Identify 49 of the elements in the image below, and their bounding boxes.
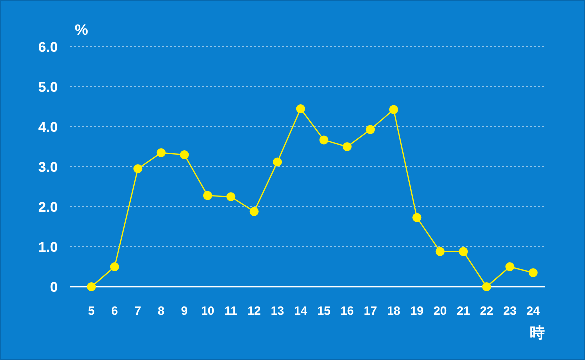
point xyxy=(203,191,212,200)
point xyxy=(273,158,282,167)
y-tick-label: 4.0 xyxy=(38,119,58,135)
x-tick-label: 9 xyxy=(181,304,188,318)
point xyxy=(110,262,120,272)
x-tick-label: 16 xyxy=(340,304,354,318)
point xyxy=(482,282,492,292)
x-tick-label: 6 xyxy=(112,304,119,318)
point xyxy=(528,268,538,278)
y-axis-title: % xyxy=(75,22,88,39)
point xyxy=(296,104,306,114)
point xyxy=(320,136,329,145)
point xyxy=(506,262,515,272)
x-tick-label: 17 xyxy=(364,304,378,318)
point xyxy=(134,164,143,174)
y-tick-label: 5.0 xyxy=(38,79,58,95)
point xyxy=(366,125,376,134)
x-tick-label: 22 xyxy=(480,304,494,318)
y-tick-label: 1.0 xyxy=(38,239,58,255)
point xyxy=(226,192,236,202)
point xyxy=(342,142,352,152)
x-tick-label: 14 xyxy=(294,304,308,318)
x-tick-label: 11 xyxy=(224,304,238,318)
point xyxy=(389,105,398,114)
point xyxy=(436,247,445,256)
y-tick-label: 0 xyxy=(50,279,58,295)
x-tick-label: 5 xyxy=(88,304,96,318)
y-tick-label: 6.0 xyxy=(38,39,58,55)
point xyxy=(250,207,259,216)
x-tick-label: 10 xyxy=(201,304,215,318)
x-tick-label: 19 xyxy=(410,304,424,318)
x-tick-label: 7 xyxy=(134,304,142,318)
x-tick-label: 15 xyxy=(317,304,332,318)
point xyxy=(156,148,166,158)
x-tick-label: 13 xyxy=(270,304,285,318)
x-tick-label: 21 xyxy=(456,304,471,318)
point xyxy=(412,213,422,222)
x-tick-label: 8 xyxy=(158,304,166,318)
x-tick-label: 12 xyxy=(248,304,262,318)
point xyxy=(459,247,468,256)
x-tick-label: 18 xyxy=(387,304,401,318)
point xyxy=(180,150,190,160)
y-tick-label: 3.0 xyxy=(38,159,58,175)
y-tick-label: 2.0 xyxy=(38,199,58,215)
x-tick-label: 24 xyxy=(526,304,540,318)
point xyxy=(87,282,96,292)
x-tick-label: 20 xyxy=(434,304,448,318)
x-axis-title: 時 xyxy=(530,325,545,342)
x-tick-label: 23 xyxy=(503,304,518,318)
